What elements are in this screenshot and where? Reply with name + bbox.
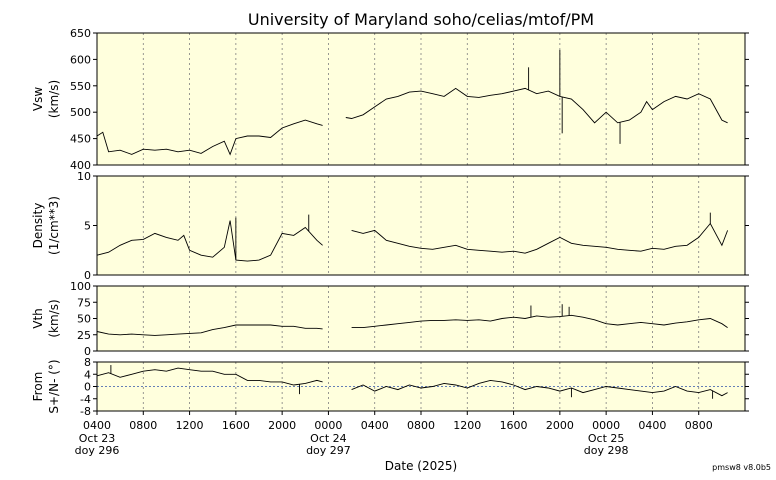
series-line-1 [345,87,728,124]
x-tick-label: 0400 [83,419,111,432]
y-tick-label: 5 [84,220,91,233]
x-axis-label: Date (2025) [385,459,457,473]
series-line-1 [351,314,728,329]
series-line-1 [351,222,729,254]
y-tick-label: 10 [77,170,91,183]
y-tick-label: 500 [70,106,91,119]
y-tick-label: 8 [84,356,91,369]
y-tick-label: 4 [84,368,91,381]
x-tick-label: 1200 [453,419,481,432]
y-axis-label: (km/s) [47,80,61,118]
y-tick-label: 650 [70,27,91,40]
y-tick-label: 50 [77,313,91,326]
y-tick-label: 100 [70,280,91,293]
y-tick-label: 450 [70,133,91,146]
x-tick-label: 0000 [592,419,620,432]
y-axis-label: From [31,372,45,402]
y-tick-label: 600 [70,53,91,66]
y-axis-label: S+/N- (°) [47,359,61,413]
x-tick-label: 2000 [546,419,574,432]
x-doy-label: doy 296 [75,444,120,457]
x-tick-label: 0400 [361,419,389,432]
x-ticks: 0400 0800 1200 1600 2000 0000 0400 0800 1200 1600… [75,411,713,457]
y-axis-label: Vth [31,308,45,329]
y-tick-label: 0 [84,381,91,394]
x-doy-label: doy 297 [306,444,351,457]
panel-background [97,176,745,275]
x-tick-label: 1200 [176,419,204,432]
series-line-0 [96,324,323,336]
y-tick-label: -4 [80,393,91,406]
x-tick-label: 0800 [407,419,435,432]
y-tick-label: 0 [84,269,91,282]
series-line-0 [96,220,323,262]
series-line-1 [351,379,728,397]
x-tick-label: 0000 [314,419,342,432]
panel-2: 0 25 50 75 100 Vth (km/s) [31,280,749,358]
x-doy-label: doy 298 [584,444,629,457]
y-tick-label: 25 [77,329,91,342]
chart-title: University of Maryland soho/celias/mtof/… [248,10,594,29]
series-line-0 [96,119,323,156]
y-axis-label: Vsw [31,87,45,111]
panel-0: 400 450 500 550 600 650 Vsw (km/s) [31,27,749,172]
y-tick-label: 400 [70,159,91,172]
y-axis-label: (km/s) [47,299,61,337]
y-tick-label: 75 [77,296,91,309]
version-label: pmsw8 v8.0b5 [712,463,771,472]
y-tick-label: 550 [70,80,91,93]
x-tick-label: 1600 [500,419,528,432]
panel-1: 0 5 10 Density (1/cm**3) [31,170,749,282]
series-line-0 [96,367,323,386]
x-date-label: Oct 23 [79,432,116,445]
x-date-label: Oct 25 [588,432,625,445]
x-tick-label: 0800 [685,419,713,432]
y-axis-label: Density [31,203,45,249]
x-date-label: Oct 24 [310,432,347,445]
x-tick-label: 2000 [268,419,296,432]
y-axis-label: (1/cm**3) [47,196,61,255]
y-tick-label: -8 [80,405,91,418]
y-tick-label: 0 [84,345,91,358]
x-tick-label: 1600 [222,419,250,432]
x-tick-label: 0400 [638,419,666,432]
panel-frame [96,32,746,166]
x-tick-label: 0800 [129,419,157,432]
